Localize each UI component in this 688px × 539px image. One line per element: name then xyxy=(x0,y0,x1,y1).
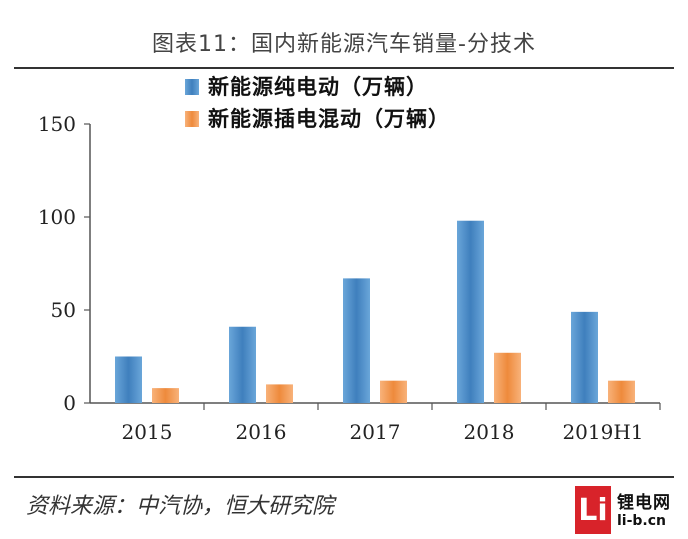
bar-chart: 0 50 100 150 2015 2016 2017 2018 2019H1 新能源纯电动（万辆… xyxy=(38,75,661,444)
y-tick-label: 0 xyxy=(63,391,76,415)
phev-bar xyxy=(152,388,179,403)
x-tick-label: 2016 xyxy=(236,420,287,444)
bev-bar xyxy=(115,356,142,403)
bev-bar xyxy=(343,278,370,403)
legend-label-bev: 新能源纯电动（万辆） xyxy=(208,75,428,99)
legend-swatch-bev xyxy=(185,79,199,95)
x-tick-label: 2017 xyxy=(350,420,401,444)
phev-bar xyxy=(608,380,635,403)
x-tick-label: 2018 xyxy=(464,420,515,444)
top-divider xyxy=(14,67,674,69)
source-note: 资料来源：中汽协，恒大研究院 xyxy=(26,494,335,519)
x-tick-label: 2019H1 xyxy=(562,420,643,444)
bev-bar xyxy=(571,311,598,403)
y-tick-label: 150 xyxy=(38,112,76,136)
bev-bar xyxy=(229,326,256,403)
phev-bar xyxy=(380,380,407,403)
bottom-divider xyxy=(14,476,674,478)
phev-bar xyxy=(494,352,521,403)
watermark-logo: Li xyxy=(575,486,611,534)
watermark-domain: li-b.cn xyxy=(617,513,667,529)
y-tick-label: 100 xyxy=(38,205,76,229)
legend-label-phev: 新能源插电混动（万辆） xyxy=(208,107,450,131)
x-tick-label: 2015 xyxy=(122,420,173,444)
y-tick-label: 50 xyxy=(51,298,76,322)
legend-swatch-phev xyxy=(185,111,199,127)
bev-bar xyxy=(457,220,484,403)
watermark-name: 锂电网 xyxy=(617,493,671,513)
chart-title: 图表11：国内新能源汽车销量-分技术 xyxy=(152,32,536,57)
phev-bar xyxy=(266,384,293,403)
